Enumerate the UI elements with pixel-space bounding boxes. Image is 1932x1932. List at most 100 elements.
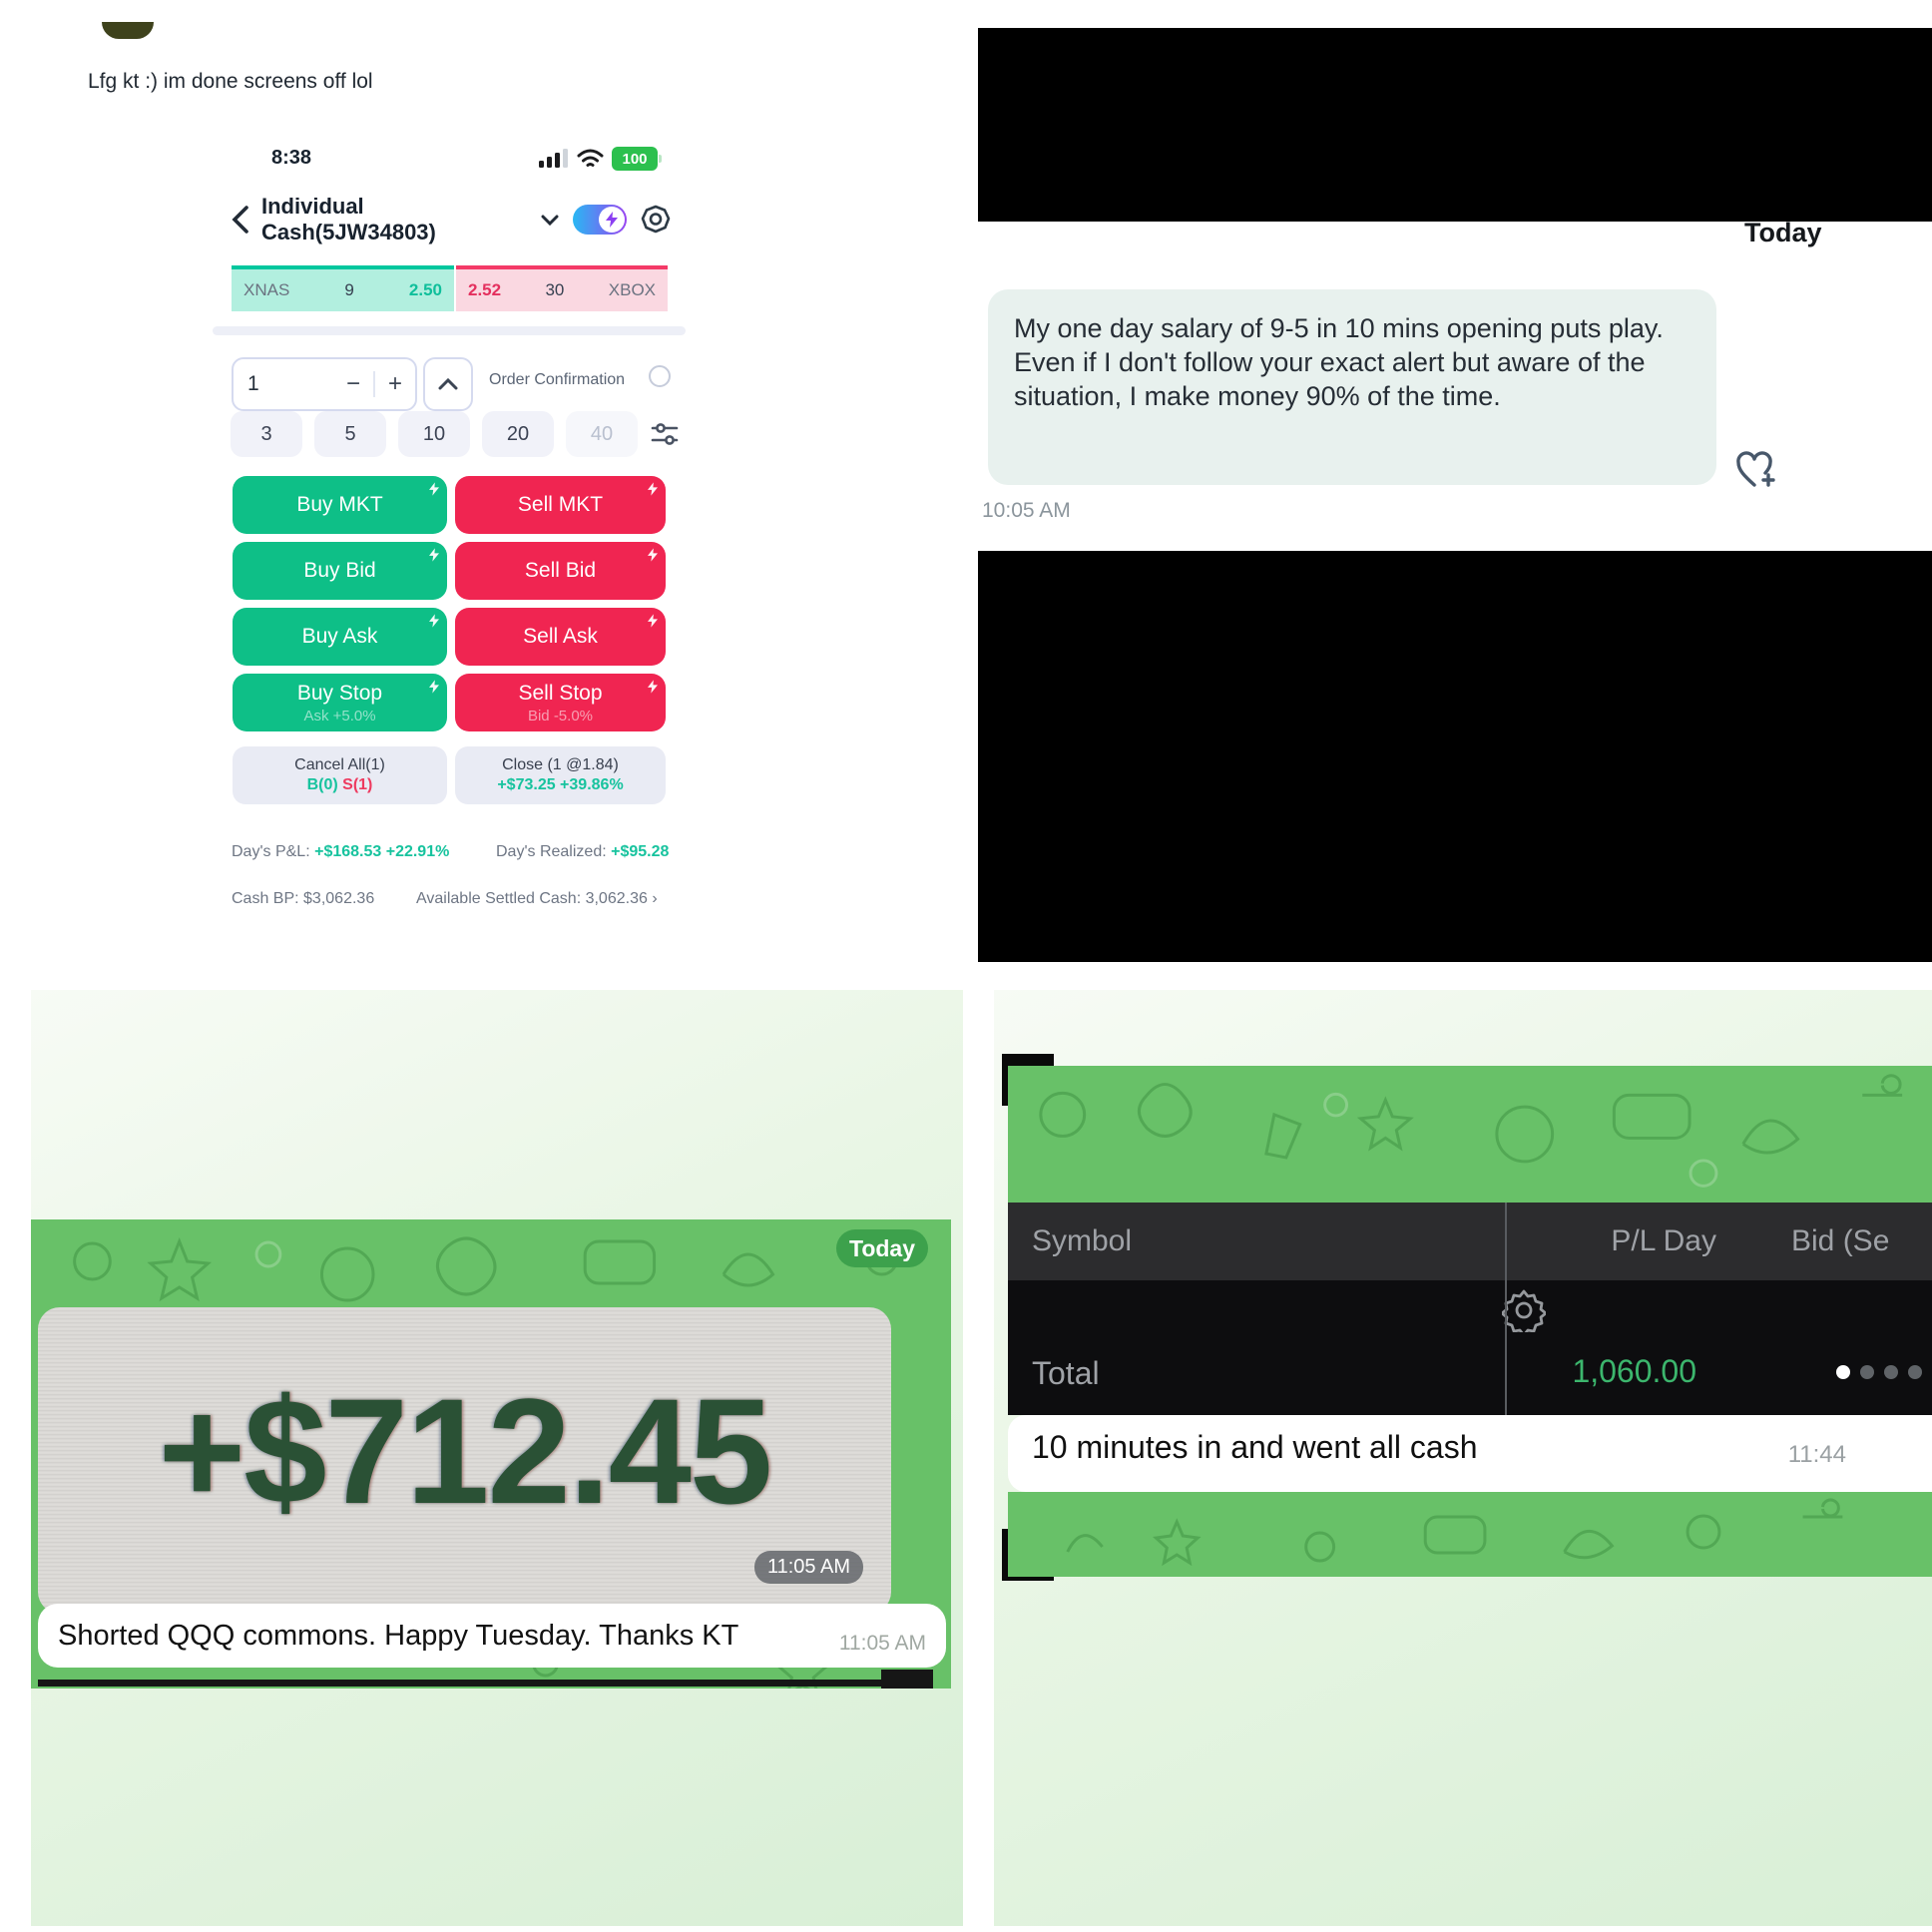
page-dot-active (1836, 1365, 1850, 1379)
order-confirmation-label: Order Confirmation (489, 371, 626, 388)
quantity-value: 1 (247, 372, 259, 395)
photo-message[interactable]: +$712.45 11:05 AM (38, 1307, 891, 1614)
flash-icon (429, 680, 439, 694)
lightning-bolt-icon (599, 207, 625, 233)
minus-button[interactable]: − (345, 370, 360, 397)
date-separator: Today (1744, 218, 1822, 247)
avatar (102, 22, 154, 39)
bid-venue: XNAS (243, 280, 290, 299)
bid-size: 9 (344, 280, 354, 299)
divider (213, 326, 686, 335)
qty-preset-5[interactable]: 5 (314, 411, 386, 457)
close-position-button[interactable]: Close (1 @1.84) +$73.25 +39.86% (455, 746, 666, 804)
account-selector[interactable]: Individual Cash(5JW34803) (249, 194, 559, 245)
status-icons: 100 (539, 146, 669, 172)
settings-icon[interactable] (641, 205, 671, 235)
sell-mkt-button[interactable]: Sell MKT (455, 476, 666, 534)
page-dot (1908, 1365, 1922, 1379)
settled-cash-link[interactable]: Available Settled Cash: 3,062.36 › (416, 890, 658, 907)
message-timestamp: 11:44 (1787, 1441, 1846, 1468)
chat-caption: Lfg kt :) im done screens off lol (88, 70, 373, 93)
back-icon[interactable] (232, 206, 249, 234)
flash-icon (429, 548, 439, 562)
chevron-up-icon (438, 378, 458, 390)
buy-bid-button[interactable]: Buy Bid (233, 542, 447, 600)
table-header: Symbol P/L Day Bid (Se (1008, 1203, 1932, 1280)
chevron-down-icon (541, 215, 559, 226)
redacted-block (978, 28, 1932, 222)
date-separator-pill: Today (836, 1229, 928, 1267)
total-label: Total (1032, 1355, 1100, 1391)
cancel-all-button[interactable]: Cancel All(1) B(0) S(1) (233, 746, 447, 804)
flash-icon (648, 482, 658, 496)
message-bubble: 10 minutes in and went all cash 11:44 (1008, 1415, 1932, 1492)
col-pl-day: P/L Day (1611, 1224, 1716, 1257)
days-pl: Day's P&L: +$168.53 +22.91% (232, 843, 450, 860)
total-value: 1,060.00 (1572, 1353, 1696, 1389)
message-text: Shorted QQQ commons. Happy Tuesday. Than… (58, 1620, 739, 1652)
profit-amount: +$712.45 (158, 1367, 773, 1535)
sell-stop-button[interactable]: Sell Stop Bid -5.0% (455, 674, 666, 731)
doodle-pattern (1039, 1074, 1903, 1188)
crop-artifact (881, 1670, 933, 1689)
flash-icon (429, 614, 439, 628)
flash-icon (648, 614, 658, 628)
doodle-footer (1008, 1492, 1932, 1577)
telegram-screenshot: Symbol P/L Day Bid (Se (1008, 1066, 1932, 1577)
divider (373, 371, 375, 397)
cancel-all-label: Cancel All(1) (294, 756, 385, 773)
table-body (1008, 1280, 1932, 1415)
doodle-header (1008, 1066, 1932, 1203)
wifi-icon (577, 149, 604, 170)
flash-icon (429, 482, 439, 496)
page-dots[interactable] (1836, 1365, 1922, 1379)
close-label: Close (1 @1.84) (502, 756, 619, 773)
col-bid: Bid (Se (1791, 1224, 1890, 1257)
close-pl: +$73.25 +39.86% (497, 776, 624, 793)
photo-timestamp: 11:05 AM (753, 1551, 863, 1584)
signal-icon (539, 148, 569, 170)
ask-price: 2.52 (468, 280, 502, 299)
message-bubble: My one day salary of 9-5 in 10 mins open… (988, 289, 1716, 485)
qty-preset-40[interactable]: 40 (566, 411, 638, 457)
buy-stop-button[interactable]: Buy Stop Ask +5.0% (233, 674, 447, 731)
order-confirmation-radio[interactable] (649, 365, 671, 387)
flash-icon (648, 680, 658, 694)
collapse-button[interactable] (423, 357, 473, 411)
ask-ladder-button[interactable]: 2.52 30 XBOX (456, 265, 668, 311)
flash-icon (648, 548, 658, 562)
bid-ladder-button[interactable]: XNAS 9 2.50 (232, 265, 454, 311)
redacted-block (978, 551, 1932, 962)
ask-venue: XBOX (608, 280, 657, 299)
preset-settings-icon[interactable] (651, 421, 679, 447)
quantity-stepper[interactable]: 1 − + (232, 357, 417, 411)
cancel-counts: B(0) S(1) (306, 776, 373, 793)
crop-artifact (38, 1680, 881, 1687)
message-bubble: Shorted QQQ commons. Happy Tuesday. Than… (38, 1604, 946, 1668)
battery-icon: 100 (612, 147, 662, 171)
page-dot (1884, 1365, 1898, 1379)
qty-preset-10[interactable]: 10 (398, 411, 470, 457)
sell-bid-button[interactable]: Sell Bid (455, 542, 666, 600)
account-title: Individual Cash(5JW34803) (261, 194, 436, 244)
doodle-pattern (1066, 1498, 1843, 1567)
status-time: 8:38 (271, 147, 312, 169)
order-book-bar: XNAS 9 2.50 2.52 30 XBOX (232, 265, 668, 311)
gear-icon[interactable] (1502, 1288, 1546, 1332)
telegram-screenshot: Today +$712.45 11:05 AM Shorted QQQ comm… (31, 1219, 951, 1689)
column-divider (1505, 1203, 1507, 1415)
col-symbol: Symbol (1032, 1224, 1133, 1257)
qty-preset-20[interactable]: 20 (482, 411, 554, 457)
message-text: 10 minutes in and went all cash (1032, 1429, 1478, 1465)
qty-preset-3[interactable]: 3 (231, 411, 302, 457)
bid-price: 2.50 (408, 280, 443, 299)
plus-button[interactable]: + (387, 370, 402, 397)
buy-mkt-button[interactable]: Buy MKT (233, 476, 447, 534)
sell-ask-button[interactable]: Sell Ask (455, 608, 666, 666)
page-dot (1860, 1365, 1874, 1379)
lightning-toggle[interactable] (573, 205, 627, 235)
buy-ask-button[interactable]: Buy Ask (233, 608, 447, 666)
add-reaction-icon[interactable] (1734, 449, 1776, 493)
